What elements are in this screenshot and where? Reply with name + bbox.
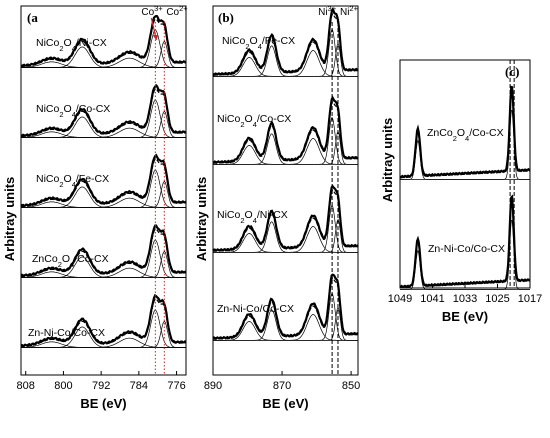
experimental-spectrum	[399, 85, 531, 179]
experimental-spectrum	[20, 224, 187, 278]
panel-letter: (c)	[505, 64, 519, 79]
x-axis-label: BE (eV)	[262, 396, 308, 411]
spectrum	[20, 224, 187, 278]
spectrum-label: NiCo2O4/Fe-CX	[222, 35, 295, 51]
spectrum-label: ZnCo2O4/Co-CX	[32, 253, 109, 269]
component-peak	[213, 321, 358, 341]
x-axis-label: BE (eV)	[80, 396, 126, 411]
spectrum-label: NiCo2O4/Ni-CX	[217, 209, 288, 225]
component-peak	[21, 271, 186, 278]
panel-c-zn2p: 1049 1041 1033 1025 1017 BE (eV) (c) ZnCo2O4/Co…	[388, 59, 542, 324]
experimental-spectrum	[399, 194, 531, 289]
x-tick-label: 1041	[420, 293, 444, 305]
x-tick-label: 1033	[453, 293, 477, 305]
component-peak	[21, 131, 186, 138]
x-tick-label: 784	[130, 380, 148, 392]
x-tick-label: 776	[167, 380, 185, 392]
x-tick-label: 800	[54, 380, 72, 392]
experimental-spectrum	[20, 293, 187, 348]
spectrum	[20, 293, 187, 348]
y-axis-label-b: Arbitray units	[194, 177, 209, 262]
marker-label: Ni3+	[318, 4, 337, 19]
y-axis-label-a: Arbitray units	[2, 177, 17, 262]
spectrum	[212, 95, 359, 165]
x-tick-label: 1049	[388, 293, 412, 305]
x-axis-label: BE (eV)	[442, 309, 488, 324]
plot-frame	[212, 5, 359, 376]
x-tick-label: 890	[204, 380, 222, 392]
fit-envelope	[213, 101, 358, 164]
spectrum-label: NiCo2O4/Co-CX	[217, 113, 291, 129]
plot-frame	[20, 5, 187, 376]
spectrum-label: NiCo2O4/Co-CX	[36, 103, 110, 119]
x-tick-label: 792	[92, 380, 110, 392]
spectrum	[399, 85, 531, 180]
spectrum	[212, 273, 359, 341]
experimental-spectrum	[212, 184, 359, 252]
y-axis-label-c: Arbitray units	[380, 118, 395, 203]
experimental-spectrum	[20, 14, 187, 68]
spectrum	[20, 83, 187, 138]
experimental-spectrum	[212, 273, 359, 340]
marker-label: Co3+	[141, 4, 163, 19]
fit-envelope	[20, 18, 186, 68]
component-peak	[21, 61, 186, 68]
component-peak	[213, 233, 358, 253]
spectrum-label: NiCo2O4/Fe-CX	[36, 173, 109, 189]
spectrum-label: Zn-Ni-Co/Co-CX	[28, 327, 105, 339]
panel-letter: (b)	[218, 10, 234, 25]
experimental-spectrum	[212, 95, 359, 164]
x-tick-label: 1017	[518, 293, 542, 305]
panel-b-ni2p: 890 870 850 BE (eV) (b) NiCo2O4/Fe-CX NiCo2O4/…	[204, 4, 360, 412]
spectrum	[20, 14, 187, 68]
spectrum	[399, 194, 531, 290]
x-tick-label: 808	[17, 380, 35, 392]
x-tick-label: 1025	[485, 293, 509, 305]
marker-label: Ni2+	[340, 4, 359, 19]
panel-letter: (a	[27, 10, 38, 25]
marker-arrow-head	[152, 35, 159, 40]
spectrum	[212, 7, 359, 77]
marker-label: Co2+	[166, 4, 188, 19]
spectrum	[20, 153, 187, 208]
component-peak	[21, 201, 186, 208]
spectrum-label: ZnCo2O4/Co-CX	[427, 127, 504, 143]
experimental-spectrum	[20, 83, 187, 138]
fit-envelope	[20, 88, 186, 138]
component-peak	[213, 145, 358, 165]
experimental-spectrum	[20, 153, 187, 207]
experimental-spectrum	[212, 7, 359, 77]
component-peak	[213, 57, 358, 77]
x-tick-label: 870	[273, 380, 291, 392]
spectrum-label: Zn-Ni-Co/Co-CX	[428, 243, 505, 255]
spectrum-label: Zn-Ni-Co/Co-CX	[217, 303, 294, 315]
component-peak	[21, 341, 186, 348]
spectrum-label: NiCo2O4/Ni-CX	[36, 37, 107, 53]
spectrum	[212, 184, 359, 253]
panel-a-co2p: 808 800 792 784 776 BE (eV) (a NiCo2O4/Ni-CX NiC…	[17, 4, 189, 412]
x-tick-label: 850	[342, 380, 360, 392]
